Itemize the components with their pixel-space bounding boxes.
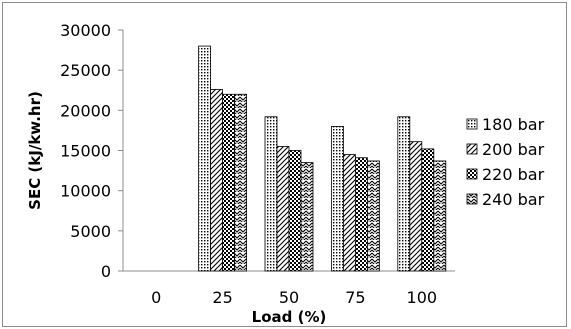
legend-label: 240 bar (482, 190, 545, 209)
bar-180-bar-load-25 (198, 45, 212, 272)
bar-200-bar-load-75 (342, 154, 356, 272)
bar-220-bar-load-50 (288, 150, 302, 272)
y-tick-label: 15000 (60, 142, 111, 161)
y-tick-label: 25000 (60, 61, 111, 80)
x-axis-ticks: 0 25 50 75 100 (151, 288, 437, 307)
y-tick-label: 10000 (60, 182, 111, 201)
y-tick-label: 5000 (70, 222, 111, 241)
y-axis-title: SEC (kJ/kw.hr) (26, 91, 44, 210)
legend-swatch (466, 118, 478, 130)
bar-200-bar-load-100 (409, 141, 423, 272)
bar-220-bar-load-25 (222, 93, 236, 272)
bar-180-bar-load-50 (264, 116, 278, 272)
bar-180-bar-load-75 (330, 126, 344, 272)
x-tick-label: 75 (345, 288, 365, 307)
legend-swatch (466, 143, 478, 155)
x-tick-label: 25 (212, 288, 232, 307)
x-tick-label: 50 (279, 288, 299, 307)
bar-220-bar-load-100 (421, 148, 435, 272)
legend-label: 200 bar (482, 140, 545, 159)
x-axis-title: Load (%) (252, 308, 327, 326)
bars (198, 45, 447, 272)
legend-label: 220 bar (482, 165, 545, 184)
y-axis-ticks: 0 5000 10000 15000 20000 25000 30000 (60, 21, 123, 281)
bar-180-bar-load-100 (397, 116, 411, 272)
bar-240-bar-load-100 (433, 160, 447, 272)
bar-240-bar-load-25 (234, 93, 248, 272)
bar-240-bar-load-75 (366, 160, 380, 272)
y-tick-label: 0 (101, 262, 111, 281)
y-tick-label: 20000 (60, 101, 111, 120)
bar-200-bar-load-25 (210, 89, 224, 272)
bar-220-bar-load-75 (354, 157, 368, 272)
x-tick-label: 100 (407, 288, 438, 307)
legend-swatch (466, 193, 478, 205)
y-tick-label: 30000 (60, 21, 111, 40)
legend-label: 180 bar (482, 115, 545, 134)
legend-swatch (466, 168, 478, 180)
bar-240-bar-load-50 (300, 162, 314, 272)
bar-200-bar-load-50 (276, 146, 290, 272)
x-tick-label: 0 (151, 288, 161, 307)
legend: 180 bar 200 bar 220 bar 240 bar (466, 115, 545, 209)
